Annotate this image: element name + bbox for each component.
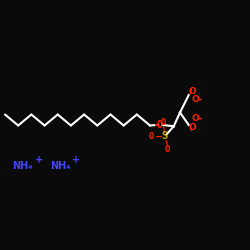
Text: O: O (148, 132, 154, 141)
Text: +: + (72, 155, 80, 165)
Text: O: O (165, 146, 170, 154)
Text: O: O (191, 114, 199, 123)
Text: O: O (156, 120, 162, 130)
Text: O: O (191, 96, 199, 104)
Text: S: S (162, 131, 168, 141)
Text: O: O (189, 123, 196, 132)
Text: NH₄: NH₄ (50, 161, 70, 171)
Text: O: O (189, 87, 196, 96)
Text: O: O (161, 118, 166, 127)
Text: -: - (197, 114, 202, 124)
Text: NH₄: NH₄ (12, 161, 33, 171)
Text: +: + (35, 155, 43, 165)
Text: -: - (197, 95, 202, 105)
